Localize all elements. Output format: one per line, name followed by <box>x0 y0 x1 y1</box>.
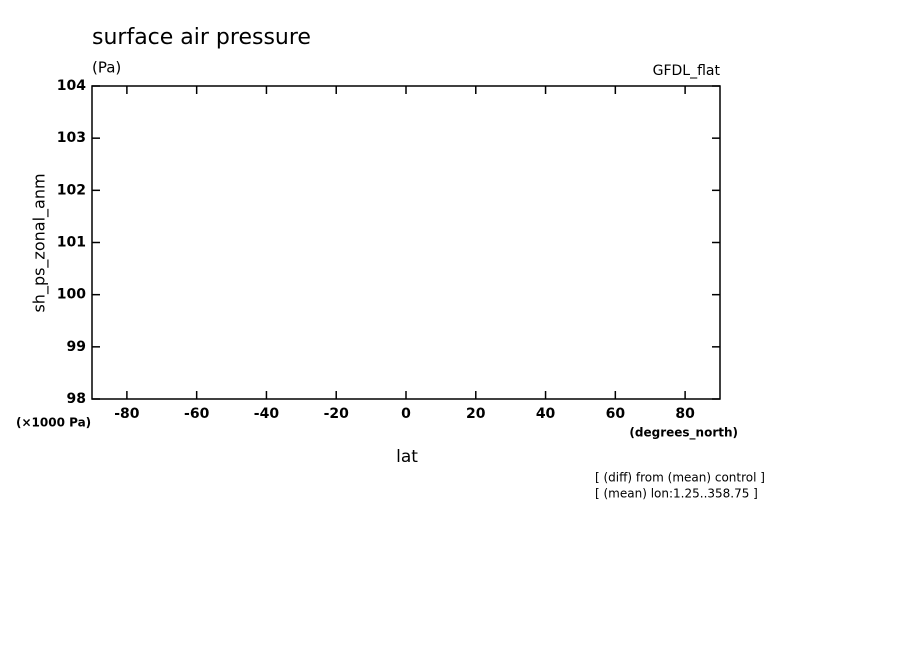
y-tick-label: 98 <box>67 391 86 407</box>
model-label: GFDL_flat <box>653 63 721 79</box>
chart-title: surface air pressure <box>92 25 311 50</box>
x-tick-label: 60 <box>606 406 626 422</box>
x-tick-label: -80 <box>114 406 140 422</box>
annotation: [ (mean) lon:1.25..358.75 ] <box>595 487 758 501</box>
chart-subtitle: (Pa) <box>92 59 121 77</box>
x-tick-label: 0 <box>401 406 411 422</box>
y-axis-label: sh_ps_zonal_anm <box>30 173 50 312</box>
x-tick-label: 80 <box>675 406 695 422</box>
y-tick-label: 100 <box>57 287 86 303</box>
annotation: [ (diff) from (mean) control ] <box>595 471 765 485</box>
y-tick-label: 102 <box>57 182 86 198</box>
x-tick-label: -40 <box>254 406 280 422</box>
x-unit-label: (degrees_north) <box>629 426 738 441</box>
x-tick-label: 40 <box>536 406 556 422</box>
y-tick-label: 103 <box>57 130 86 146</box>
y-tick-label: 99 <box>67 339 86 355</box>
x-axis-label: lat <box>396 447 418 467</box>
y-tick-label: 101 <box>57 235 86 251</box>
x-tick-label: -60 <box>184 406 210 422</box>
y-tick-label: 104 <box>57 78 86 94</box>
x-tick-label: 20 <box>466 406 486 422</box>
y-unit-label: (×1000 Pa) <box>16 416 91 430</box>
x-tick-label: -20 <box>324 406 350 422</box>
